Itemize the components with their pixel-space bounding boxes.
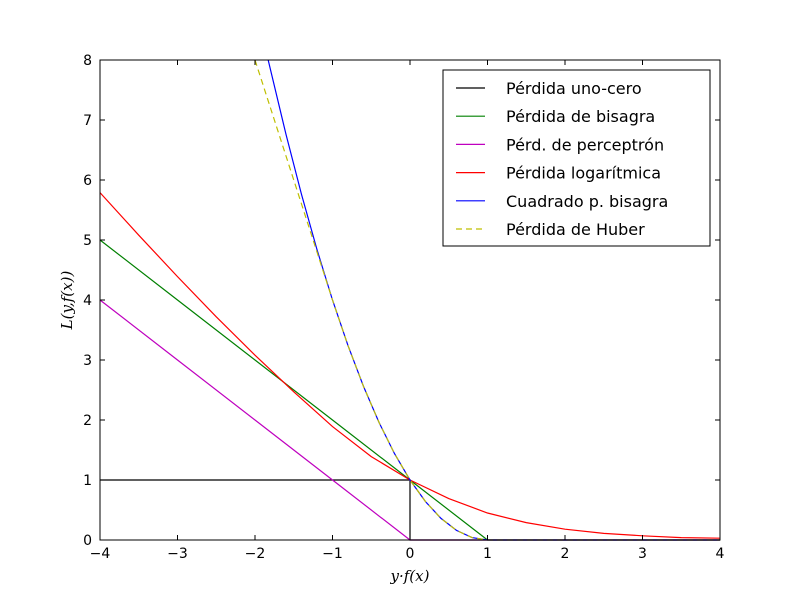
ticks-layer: −4 −3 −2 −1 0 1 2 3 4 0 1 2 3 4 5 6 7 8	[83, 53, 724, 562]
y-tick-label: 3	[83, 353, 92, 369]
legend-label: Pérdida de Huber	[506, 220, 645, 239]
y-tick-label: 0	[83, 533, 92, 549]
series-line-perdida-uno-cero	[100, 479, 720, 541]
legend-items: Pérdida uno-cero Pérdida de bisagra Pérd. …	[456, 79, 668, 239]
legend-label: Pérdida logarítmica	[506, 164, 661, 183]
legend-label: Pérd. de perceptrón	[506, 135, 664, 154]
y-tick-label: 8	[83, 53, 92, 69]
x-tick-label: −2	[245, 546, 266, 562]
y-tick-label: 1	[83, 473, 92, 489]
y-axis-label: L(y,f(x))	[58, 271, 76, 331]
y-tick-label: 7	[83, 113, 92, 129]
legend-label: Cuadrado p. bisagra	[506, 192, 668, 211]
x-tick-label: 4	[716, 546, 725, 562]
x-tick-label: 0	[406, 546, 415, 562]
legend-box	[442, 69, 711, 247]
legend-label: Pérdida uno-cero	[506, 79, 642, 98]
y-tick-label: 2	[83, 413, 92, 429]
y-tick-label: 6	[83, 173, 92, 189]
x-tick-label: −4	[90, 546, 111, 562]
x-tick-label: 2	[561, 546, 570, 562]
x-tick-label: −1	[322, 546, 343, 562]
y-tick-label: 4	[83, 293, 92, 309]
x-tick-label: −3	[167, 546, 188, 562]
x-tick-label: 1	[483, 546, 492, 562]
legend: Pérdida uno-cero Pérdida de bisagra Pérd. …	[442, 69, 711, 247]
legend-label: Pérdida de bisagra	[506, 107, 655, 126]
y-tick-label: 5	[83, 233, 92, 249]
x-tick-label: 3	[638, 546, 647, 562]
x-axis-label: y·f(x)	[390, 567, 430, 585]
